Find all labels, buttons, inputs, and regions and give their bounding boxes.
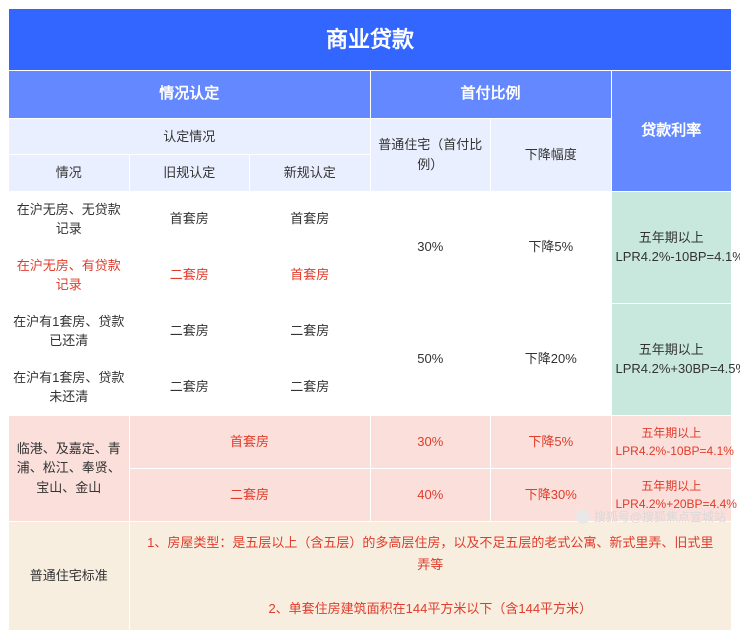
dp-g2-dec: 下降20% — [491, 303, 612, 415]
pink-r2-rate-l1: 五年期以上 — [641, 479, 701, 493]
r2-old: 二套房 — [129, 247, 250, 303]
note-l2: 2、单套住房建筑面积在144平方米以下（含144平方米） — [268, 601, 592, 616]
note-body: 1、房屋类型：是五层以上（含五层）的多高层住房，以及不足五层的老式公寓、新式里弄… — [129, 521, 732, 630]
table-title: 商业贷款 — [9, 9, 732, 71]
r4-new: 二套房 — [250, 359, 371, 415]
pink-r1-ratio: 30% — [370, 415, 491, 468]
r3-new: 二套房 — [250, 303, 371, 359]
r3-sit: 在沪有1套房、贷款已还清 — [9, 303, 130, 359]
watermark-text: 搜狐号@搜狐焦点宣城站 — [594, 508, 726, 525]
dp-g1-ratio: 30% — [370, 191, 491, 303]
pink-r1-rate-l2: LPR4.2%-10BP=4.1% — [616, 444, 734, 458]
pink-r1-dec: 下降5% — [491, 415, 612, 468]
hdr-rate: 贷款利率 — [611, 71, 732, 192]
dp-g2-ratio: 50% — [370, 303, 491, 415]
pink-r1-rate-l1: 五年期以上 — [641, 426, 701, 440]
sub-recognition: 认定情况 — [9, 118, 371, 155]
sohu-logo-icon — [576, 510, 590, 524]
pink-r2-ratio: 40% — [370, 468, 491, 521]
note-l1: 1、房屋类型：是五层以上（含五层）的多高层住房，以及不足五层的老式公寓、新式里弄… — [147, 535, 713, 572]
r2-sit: 在沪无房、有贷款记录 — [9, 247, 130, 303]
rate-g2-l2: LPR4.2%+30BP=4.5% — [616, 361, 740, 376]
rate-g1-l1: 五年期以上 — [639, 230, 704, 245]
r1-old: 首套房 — [129, 191, 250, 247]
watermark: 搜狐号@搜狐焦点宣城站 — [576, 508, 726, 525]
rate-g2-l1: 五年期以上 — [639, 342, 704, 357]
rate-g1: 五年期以上 LPR4.2%-10BP=4.1% — [611, 191, 732, 303]
sub-situation: 情况 — [9, 155, 130, 192]
pink-r1-rate: 五年期以上 LPR4.2%-10BP=4.1% — [611, 415, 732, 468]
sub-new: 新规认定 — [250, 155, 371, 192]
pink-r1-cat: 首套房 — [129, 415, 370, 468]
r1-new: 首套房 — [250, 191, 371, 247]
commercial-loan-table: 商业贷款 情况认定 首付比例 贷款利率 认定情况 普通住宅（首付比例） 下降幅度… — [8, 8, 732, 631]
dp-g1-dec: 下降5% — [491, 191, 612, 303]
r4-sit: 在沪有1套房、贷款未还清 — [9, 359, 130, 415]
r1-sit: 在沪无房、无贷款记录 — [9, 191, 130, 247]
sub-ordinary: 普通住宅（首付比例） — [370, 118, 491, 191]
note-label: 普通住宅标准 — [9, 521, 130, 630]
pink-area: 临港、及嘉定、青浦、松江、奉贤、宝山、金山 — [9, 415, 130, 521]
rate-g1-l2: LPR4.2%-10BP=4.1% — [616, 249, 740, 264]
r2-new: 首套房 — [250, 247, 371, 303]
sub-decrease: 下降幅度 — [491, 118, 612, 191]
hdr-downpay: 首付比例 — [370, 71, 611, 119]
hdr-situation: 情况认定 — [9, 71, 371, 119]
rate-g2: 五年期以上 LPR4.2%+30BP=4.5% — [611, 303, 732, 415]
sub-old: 旧规认定 — [129, 155, 250, 192]
r4-old: 二套房 — [129, 359, 250, 415]
pink-r2-cat: 二套房 — [129, 468, 370, 521]
r3-old: 二套房 — [129, 303, 250, 359]
